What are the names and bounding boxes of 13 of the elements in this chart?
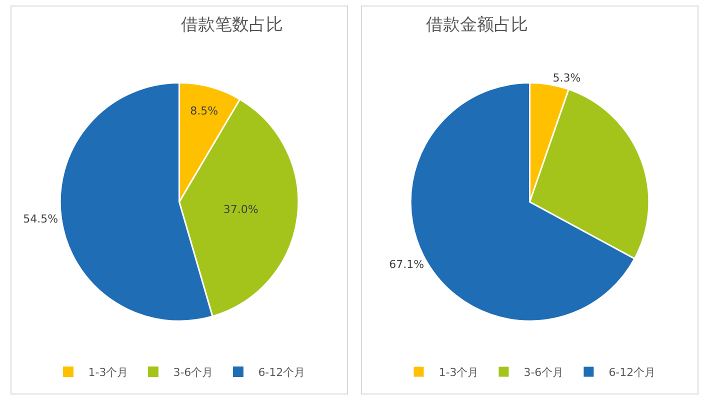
legend-label: 3-6个月 bbox=[173, 366, 214, 380]
data-label: 54.5% bbox=[23, 212, 58, 226]
legend-label: 1-3个月 bbox=[88, 366, 128, 380]
legend-label: 6-12个月 bbox=[608, 366, 656, 380]
data-label: 8.5% bbox=[190, 104, 218, 118]
chart-title: 借款金额占比 bbox=[426, 15, 528, 35]
data-label: 67.1% bbox=[389, 258, 424, 272]
chart-title: 借款笔数占比 bbox=[181, 15, 283, 35]
data-label: 5.3% bbox=[552, 72, 581, 85]
data-label: 37.0% bbox=[223, 203, 258, 216]
legend-label: 3-6个月 bbox=[524, 366, 564, 380]
legend-label: 6-12个月 bbox=[258, 366, 306, 380]
legend-label: 1-3个月 bbox=[438, 366, 479, 380]
